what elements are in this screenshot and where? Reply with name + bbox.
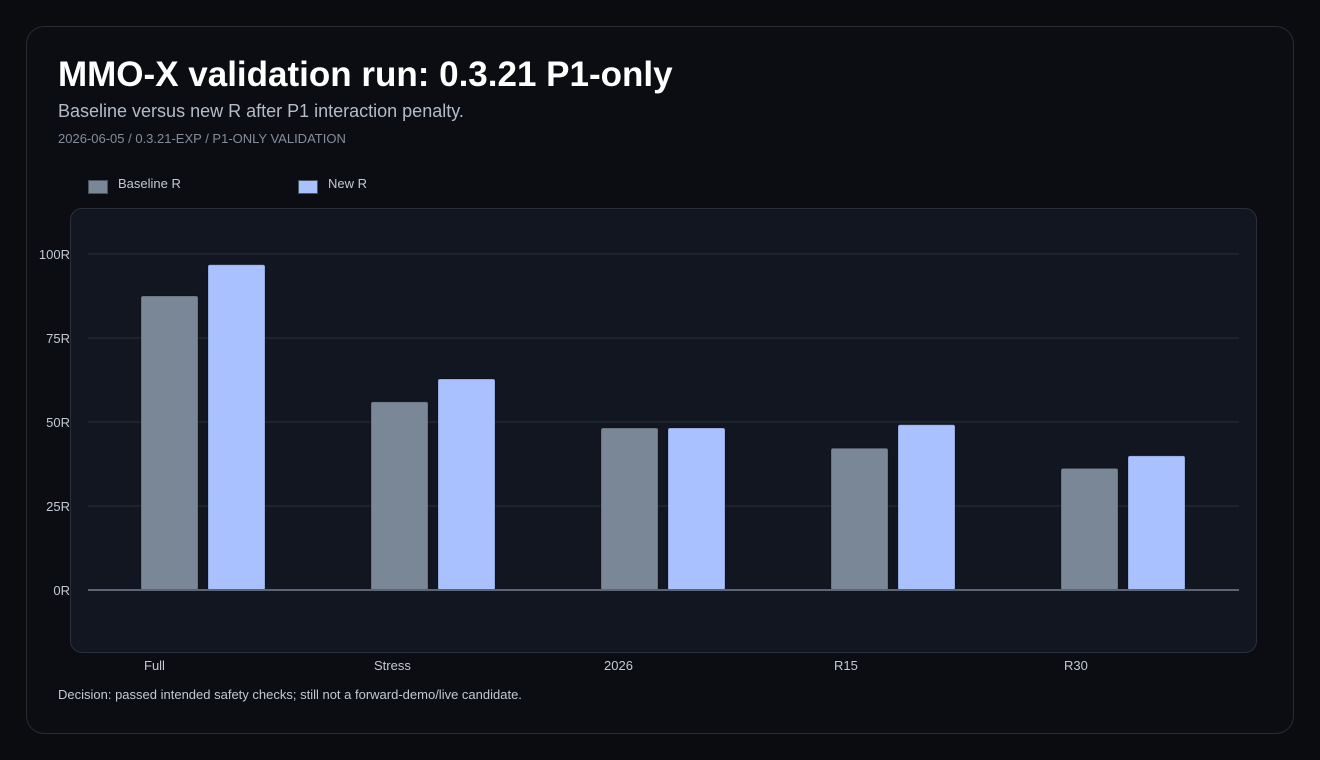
legend-item-baseline: Baseline R [88,176,181,194]
x-tick-label: R30 [1064,658,1088,673]
page-title: MMO-X validation run: 0.3.21 P1-only [58,55,673,94]
legend-swatch-baseline [88,180,108,194]
y-tick-label: 50R [46,415,70,430]
y-tick-label: 0R [53,583,70,598]
page-subtitle: Baseline versus new R after P1 interacti… [58,101,464,121]
bar-new-r15 [897,424,956,591]
y-tick-label: 25R [46,499,70,514]
y-tick-label: 75R [46,331,70,346]
bar-new-stress [437,378,496,591]
x-tick-label: Full [144,658,165,673]
bar-new-2026 [667,427,726,591]
bar-baseline-r15 [830,447,889,591]
legend-swatch-new [298,180,318,194]
legend-item-new: New R [298,176,368,194]
bar-baseline-2026 [600,427,659,591]
legend-label-new: New R [328,176,368,191]
bar-new-r30 [1127,455,1186,591]
bar-baseline-stress [370,401,429,591]
x-tick-label: Stress [374,658,411,673]
legend-label-baseline: Baseline R [118,176,181,191]
x-tick-label: R15 [834,658,858,673]
plot-panel [70,208,1257,653]
bar-baseline-r30 [1060,467,1119,591]
decision-note: Decision: passed intended safety checks;… [58,687,522,702]
y-tick-label: 100R [39,247,70,262]
x-tick-label: 2026 [604,658,633,673]
bar-baseline-full [140,295,199,591]
run-meta: 2026-06-05 / 0.3.21-EXP / P1-ONLY VALIDA… [58,131,346,146]
bar-new-full [207,264,266,591]
